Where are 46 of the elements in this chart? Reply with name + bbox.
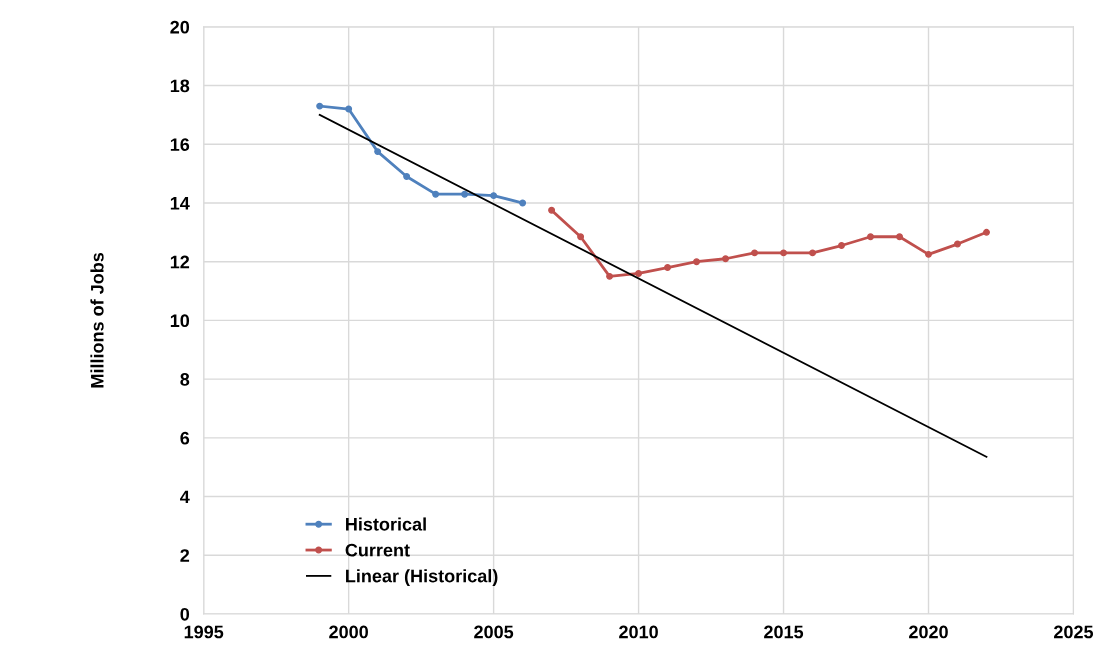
point [838, 242, 846, 250]
y-tick-label: 6 [180, 431, 190, 445]
point [606, 272, 614, 280]
point [374, 148, 382, 156]
x-tick-label: 1995 [184, 625, 224, 639]
point [664, 264, 672, 272]
x-tick-label: 2010 [619, 625, 658, 639]
y-tick-label: 20 [170, 20, 190, 34]
x-tick-label: 2005 [474, 625, 514, 639]
y-tick-label: 0 [180, 607, 190, 621]
point [780, 249, 788, 257]
y-tick-label: 12 [170, 255, 190, 269]
legend-label: Linear (Historical) [346, 569, 498, 586]
y-tick-label: 4 [180, 490, 190, 504]
point [693, 258, 701, 266]
point [345, 105, 353, 113]
x-tick-label: 2000 [329, 625, 368, 639]
point [316, 102, 324, 110]
y-tick-label: 14 [170, 197, 190, 210]
y-tick-label: 10 [170, 314, 190, 328]
point [635, 269, 643, 277]
y-axis-title: Millions of Jobs [90, 252, 104, 388]
point [461, 190, 469, 198]
y-tick-label: 16 [170, 138, 190, 151]
x-tick-label: 2025 [1054, 625, 1094, 639]
point [925, 250, 932, 258]
point [722, 255, 730, 263]
legend-label: Current [345, 543, 410, 557]
x-tick-label: 2015 [764, 625, 804, 639]
x-tick-label: 2020 [909, 625, 948, 639]
y-tick-label: 2 [180, 549, 190, 562]
point [867, 233, 874, 241]
y-tick-label: 18 [170, 79, 190, 93]
point [548, 206, 556, 214]
point [809, 249, 817, 257]
legend-label: Historical [346, 517, 426, 531]
point [432, 190, 440, 198]
point [954, 240, 961, 248]
point [519, 199, 527, 207]
point [403, 173, 411, 181]
point [896, 233, 903, 241]
point [490, 192, 498, 200]
point [983, 228, 990, 236]
point [751, 249, 759, 257]
point [577, 233, 585, 241]
y-tick-label: 8 [180, 373, 190, 386]
